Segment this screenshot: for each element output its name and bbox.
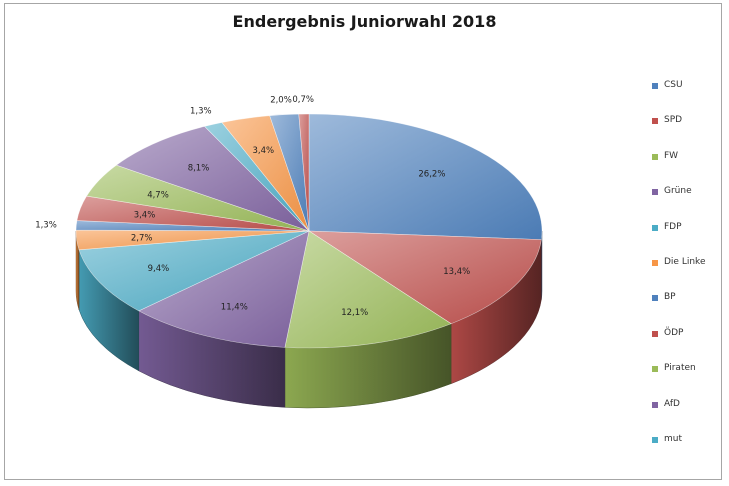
- legend-entry: ÖDP: [652, 328, 722, 363]
- slice-label: 1,3%: [190, 107, 212, 117]
- legend-label: BP: [664, 292, 676, 303]
- pie-slice: [138, 230, 310, 348]
- slice-label: 11,4%: [221, 302, 248, 312]
- legend-entry: FW: [652, 151, 722, 186]
- legend-label: FDP: [664, 221, 682, 232]
- slice-label: 2,7%: [131, 234, 153, 244]
- legend-swatch: [652, 436, 658, 443]
- pie-slice: [298, 113, 310, 232]
- pie-slice: [307, 230, 542, 325]
- slice-label: 3,4%: [252, 146, 274, 156]
- slice-label: 2,0%: [270, 96, 292, 106]
- legend-label: FW: [664, 150, 679, 161]
- legend-label: AfD: [664, 398, 680, 409]
- slice-label: 9,4%: [148, 264, 170, 274]
- legend-entry: BP: [652, 292, 722, 327]
- slice-label: 0,7%: [292, 95, 314, 105]
- legend-swatch: [652, 224, 658, 231]
- legend-swatch: [652, 366, 658, 373]
- legend-label: Piraten: [664, 363, 696, 374]
- slice-label: 13,4%: [443, 267, 470, 277]
- legend-label: mut: [664, 433, 682, 444]
- legend-swatch: [652, 118, 658, 125]
- legend-swatch: [652, 401, 658, 408]
- legend-entry: Piraten: [652, 363, 722, 398]
- legend-swatch: [652, 189, 658, 196]
- slice-label: 8,1%: [188, 164, 210, 174]
- slice-label: 4,7%: [147, 190, 169, 200]
- pie-slice: [308, 113, 543, 240]
- legend-entry: Die Linke: [652, 257, 722, 292]
- legend: CSU SPD FW Grüne FDP Die Linke BP ÖDP Piraten AfD…: [652, 80, 722, 469]
- legend-label: Die Linke: [664, 256, 706, 267]
- legend-entry: SPD: [652, 115, 722, 150]
- slice-label: 1,3%: [35, 221, 57, 231]
- pie-slice: [115, 126, 310, 232]
- slice-label: 12,1%: [341, 308, 368, 318]
- legend-label: ÖDP: [664, 327, 684, 338]
- chart-title: Endergebnis Juniorwahl 2018: [232, 12, 497, 31]
- legend-swatch: [652, 295, 658, 302]
- legend-swatch: [652, 83, 658, 89]
- legend-label: Grüne: [664, 186, 692, 197]
- legend-entry: Grüne: [652, 186, 722, 221]
- legend-entry: mut: [652, 434, 722, 469]
- legend-entry: FDP: [652, 222, 722, 257]
- pie-slice: [78, 230, 310, 312]
- legend-label: SPD: [664, 115, 683, 126]
- slice-label: 3,4%: [134, 211, 156, 221]
- pie-slice: [284, 230, 452, 349]
- legend-entry: CSU: [652, 80, 722, 115]
- slice-label: 26,2%: [418, 170, 445, 180]
- legend-swatch: [652, 259, 658, 266]
- legend-swatch: [652, 153, 658, 160]
- legend-swatch: [652, 330, 658, 337]
- legend-entry: AfD: [652, 399, 722, 434]
- legend-label: CSU: [664, 80, 683, 90]
